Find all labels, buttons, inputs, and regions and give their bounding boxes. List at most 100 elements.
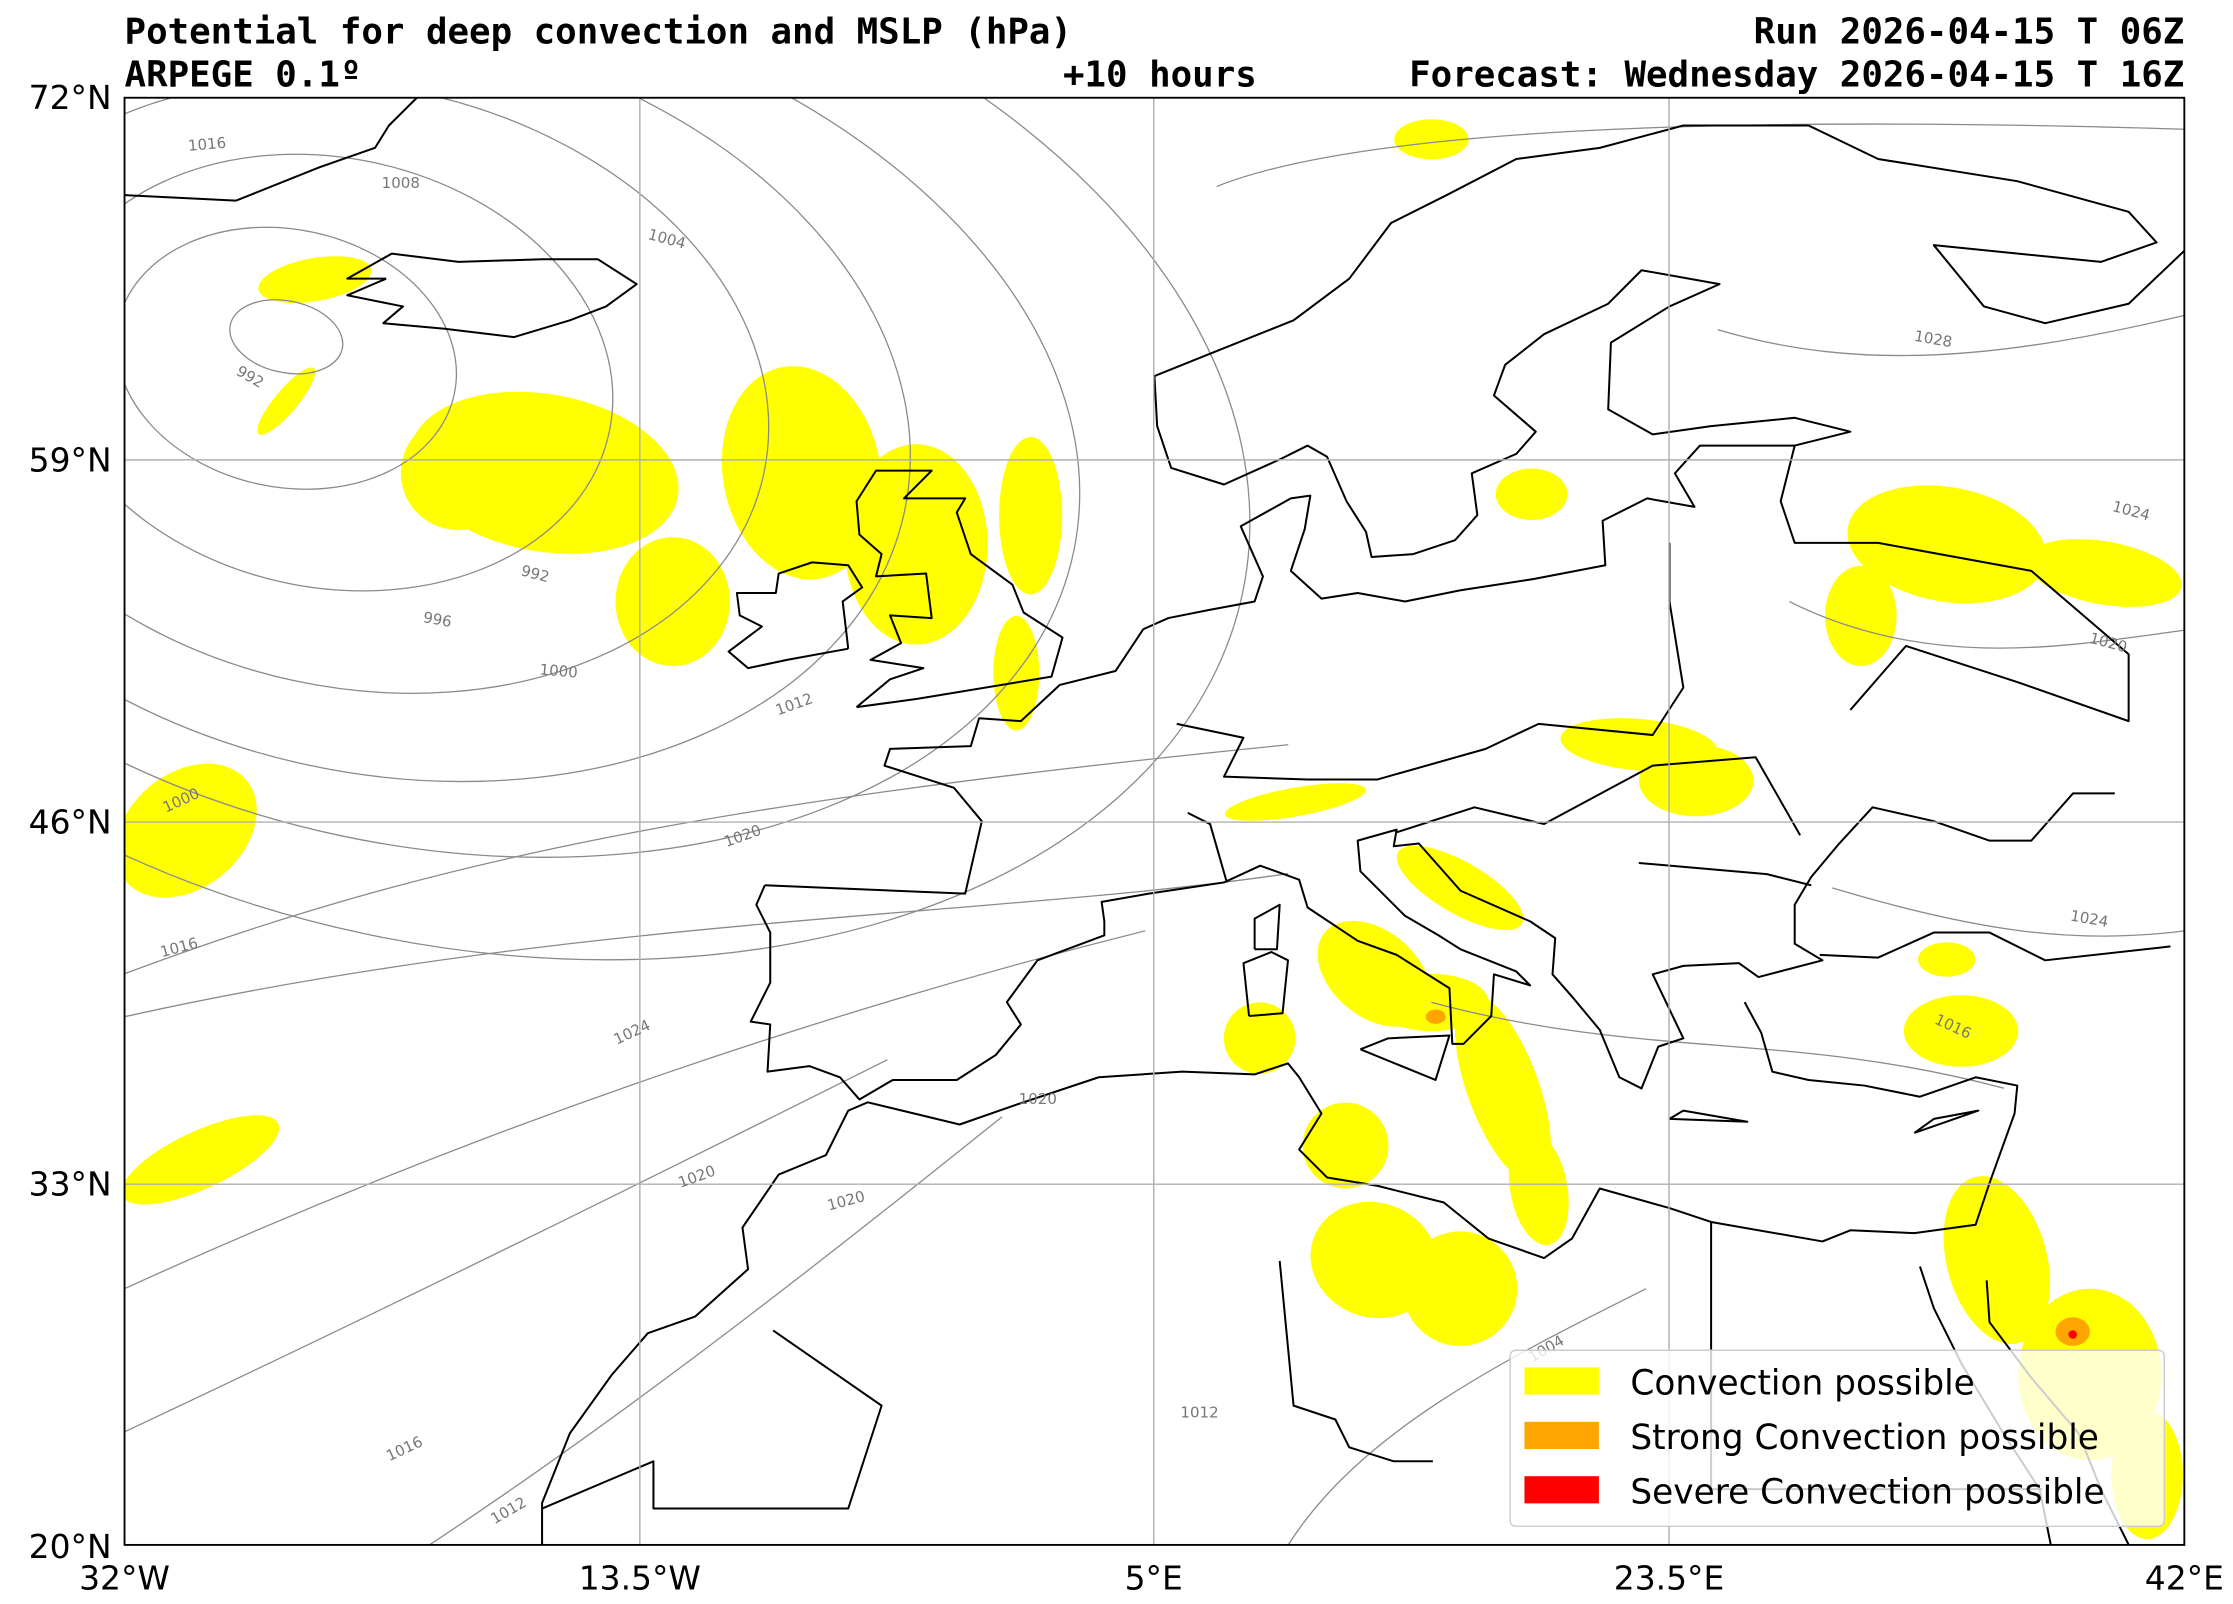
coastline — [1176, 542, 1685, 781]
coastline — [124, 97, 418, 202]
convection-area — [844, 444, 988, 645]
lon-label: 13.5°W — [579, 1558, 701, 1597]
map-frame — [123, 96, 2186, 1546]
convection-area — [258, 256, 372, 303]
coastline — [1779, 445, 2130, 723]
isobar-label: 1016 — [158, 934, 200, 961]
legend-label: Convection possible — [1630, 1364, 1974, 1404]
isobar — [1832, 887, 2185, 937]
coastline — [1187, 811, 1228, 883]
coastline — [1913, 1109, 1980, 1134]
convection-area — [257, 367, 316, 435]
isobar-label: 1028 — [1913, 327, 1954, 351]
isobar — [1788, 601, 2185, 649]
coastline — [1668, 1109, 1749, 1123]
coastline — [764, 124, 2185, 895]
strong-convection-area — [1425, 1009, 1446, 1024]
isobar-label: 1004 — [646, 225, 688, 252]
severe-convection-area — [2068, 1330, 2077, 1339]
isobar — [229, 299, 344, 375]
isobar-label: 1000 — [539, 660, 579, 681]
legend-swatch-strong — [1524, 1421, 1599, 1449]
legend: Convection possible Strong Convection po… — [1509, 1349, 2166, 1528]
isobar — [1431, 1001, 2005, 1089]
lat-label: 72°N — [29, 78, 112, 117]
legend-label: Strong Convection possible — [1630, 1418, 2099, 1458]
isobar-labels: 1016100810049929929961000101210001020101… — [158, 134, 2152, 1528]
convection-area — [1394, 119, 1469, 160]
coastline — [346, 252, 638, 339]
lead-time-label: +10 hours — [1063, 54, 1257, 95]
convection-area — [1402, 1231, 1518, 1346]
isobar — [1717, 314, 2185, 357]
legend-label: Severe Convection possible — [1630, 1472, 2104, 1512]
isobar-label: 1024 — [611, 1016, 653, 1048]
convection-area — [1495, 468, 1568, 521]
isobar-label: 996 — [422, 608, 453, 631]
mslp-isobars — [124, 97, 2185, 1545]
isobar — [124, 1059, 888, 1433]
convection-area — [124, 1115, 280, 1205]
isobar-label: 1016 — [383, 1433, 425, 1465]
graticule — [124, 97, 2185, 1545]
isobar-label: 992 — [519, 561, 551, 586]
isobar-label: 1016 — [187, 134, 227, 155]
coastline — [1278, 1260, 1433, 1463]
convection-area — [615, 537, 731, 667]
convection-areas — [124, 119, 2183, 1540]
chart-title: Potential for deep convection and MSLP (… — [125, 11, 1072, 52]
coastline — [1819, 931, 2171, 962]
convection-area — [1943, 1176, 2051, 1345]
model-label: ARPEGE 0.1º — [125, 54, 362, 95]
convection-area — [400, 415, 516, 531]
lat-label: 33°N — [29, 1165, 112, 1204]
isobar — [1216, 123, 2185, 188]
convection-area — [1847, 485, 2046, 604]
isobar — [124, 153, 614, 592]
isobar-label: 1020 — [676, 1162, 718, 1192]
isobar-label: 1024 — [2110, 497, 2152, 524]
convection-area — [999, 436, 1063, 595]
isobar — [124, 97, 1081, 858]
isobar-label: 1020 — [722, 821, 764, 851]
isobar — [429, 1116, 1003, 1545]
isobar-label: 1024 — [2069, 907, 2110, 931]
isobar — [124, 744, 1289, 975]
isobar — [124, 97, 1251, 961]
lat-label: 59°N — [29, 440, 112, 479]
coastline — [727, 561, 864, 670]
isobar-label: 1012 — [773, 689, 815, 719]
coastline — [541, 1001, 2019, 1545]
legend-swatch-severe — [1524, 1476, 1599, 1504]
lon-label: 23.5°E — [1614, 1558, 1725, 1597]
coastline — [749, 792, 2115, 1101]
convection-area — [1396, 845, 1524, 931]
isobar — [124, 226, 458, 490]
latitude-labels: 72°N 59°N 46°N 33°N 20°N — [29, 78, 112, 1566]
convection-area — [1825, 565, 1897, 667]
isobar-label: 1020 — [1019, 1090, 1057, 1108]
coastline — [1242, 951, 1289, 1017]
lon-label: 5°E — [1125, 1558, 1183, 1597]
convection-area — [1508, 1131, 1569, 1246]
convection-area — [2026, 539, 2182, 607]
lat-label: 46°N — [29, 802, 112, 841]
lon-label: 32°W — [79, 1558, 170, 1597]
longitude-labels: 32°W 13.5°W 5°E 23.5°E 42°E — [79, 1558, 2224, 1597]
lat-label: 20°N — [29, 1527, 112, 1566]
legend-swatch-convection — [1524, 1367, 1599, 1395]
isobar — [124, 97, 911, 783]
isobar — [124, 930, 1146, 1290]
coastline — [541, 1329, 883, 1510]
isobar — [1287, 1288, 1647, 1545]
legend-box — [1509, 1349, 2166, 1528]
isobar-label: 1012 — [1180, 1404, 1218, 1422]
convection-area — [1224, 783, 1366, 821]
forecast-label: Forecast: Wednesday 2026-04-15 T 16Z — [1409, 54, 2184, 95]
coastline — [1360, 1034, 1451, 1081]
isobar-label: 1008 — [382, 174, 420, 192]
convection-area — [1223, 1002, 1296, 1074]
lon-label: 42°E — [2145, 1558, 2224, 1597]
run-label: Run 2026-04-15 T 06Z — [1754, 11, 2185, 52]
